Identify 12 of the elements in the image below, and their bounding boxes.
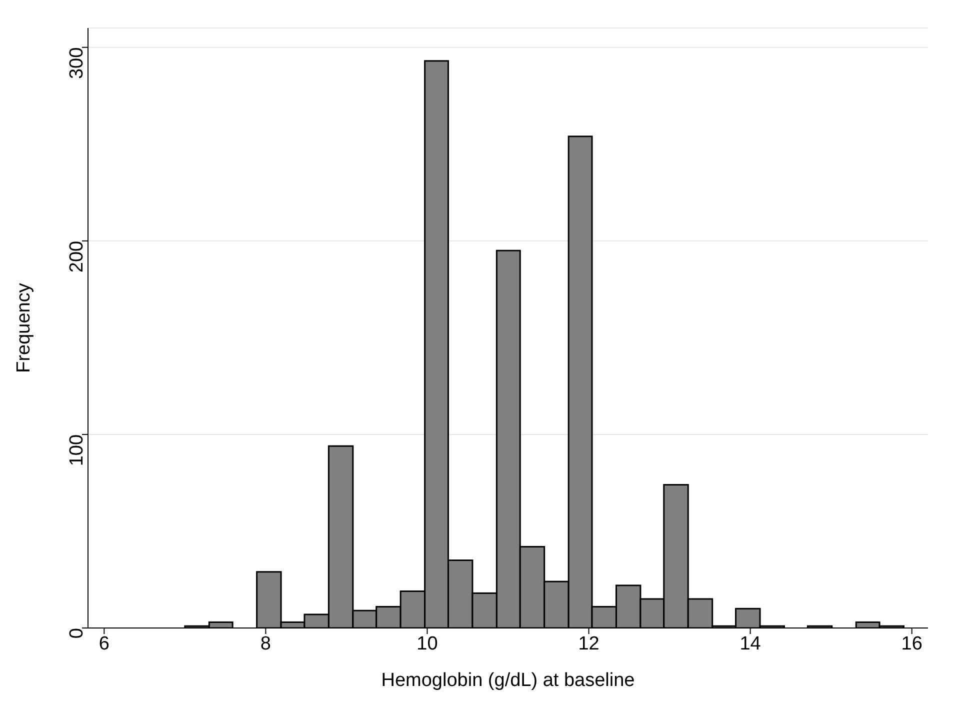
x-tick-label: 16	[901, 633, 922, 654]
x-tick-label: 6	[98, 633, 110, 654]
x-axis-title: Hemoglobin (g/dL) at baseline	[381, 670, 635, 691]
y-axis-title: Frequency	[14, 282, 35, 373]
x-tick-label: 10	[416, 633, 438, 654]
x-tick-label: 12	[578, 633, 600, 654]
y-tick-label: 0	[66, 628, 88, 639]
x-tick-label: 8	[260, 633, 271, 654]
x-tick-label: 14	[740, 633, 762, 654]
y-tick-label: 100	[66, 434, 88, 466]
y-tick-label: 300	[66, 47, 88, 80]
y-tick-label: 200	[66, 240, 88, 273]
